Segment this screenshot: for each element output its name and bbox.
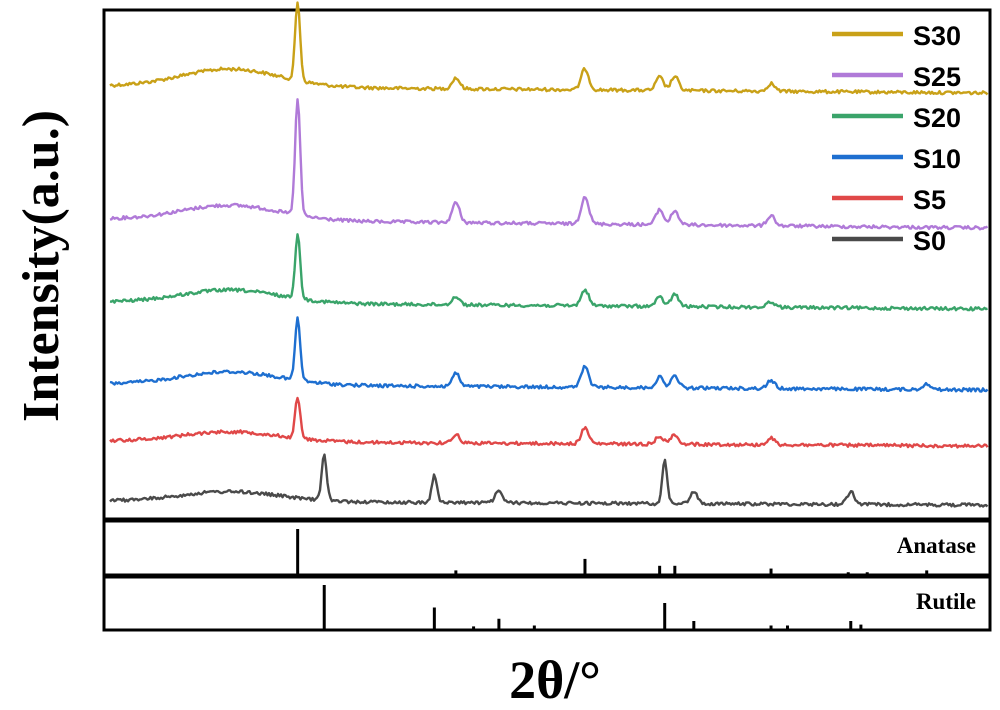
legend-label-s20: S20: [913, 103, 961, 133]
rutile-reference-panel: Rutile: [102, 575, 992, 632]
series-line-s30: [109, 1, 989, 96]
legend: S30 S25 S20 S10 S5 S0: [832, 21, 961, 256]
legend-label-s25: S25: [913, 62, 961, 92]
legend-label-s0: S0: [913, 226, 946, 256]
series-line-s0: [109, 453, 989, 508]
series-line-s5: [109, 396, 989, 449]
y-axis-label: Intensity(a.u.): [13, 110, 70, 422]
series-line-s20: [109, 233, 988, 312]
rutile-panel-border: [102, 575, 992, 632]
series-line-s10: [109, 316, 989, 393]
xrd-curves: [109, 1, 989, 508]
x-axis-label: 2θ/°: [509, 650, 601, 710]
legend-label-s30: S30: [913, 21, 961, 51]
series-line-s25: [109, 98, 989, 231]
rutile-label: Rutile: [916, 589, 976, 614]
legend-label-s10: S10: [913, 144, 961, 174]
main-plot-frame: [102, 8, 992, 521]
anatase-label: Anatase: [897, 533, 976, 558]
plot-border: [102, 8, 992, 521]
legend-label-s5: S5: [913, 185, 946, 215]
anatase-panel-border: [102, 519, 992, 577]
anatase-reference-panel: Anatase: [102, 519, 992, 577]
